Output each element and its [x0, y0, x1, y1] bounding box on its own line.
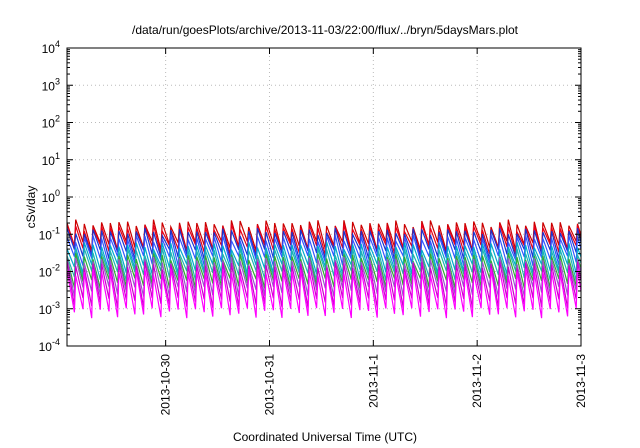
- x-tick-label: 2013-11-3: [574, 354, 588, 408]
- y-tick-label: 104: [42, 39, 60, 56]
- y-tick-base: 10: [42, 117, 56, 131]
- y-tick-exponent: -2: [52, 263, 60, 273]
- x-tick-label: 2013-11-1: [366, 354, 380, 408]
- y-tick-exponent: -1: [52, 225, 60, 235]
- y-tick-label: 103: [42, 76, 60, 93]
- y-tick-label: 102: [42, 114, 60, 131]
- x-axis-label: Coordinated Universal Time (UTC): [233, 430, 417, 444]
- y-tick-exponent: 3: [55, 76, 60, 86]
- x-tick-label: 2013-11-2: [470, 354, 484, 408]
- y-tick-base: 10: [39, 266, 53, 280]
- x-tick-label: 2013-10-30: [159, 354, 173, 416]
- y-tick-label: 10-2: [39, 263, 60, 280]
- y-tick-exponent: 0: [55, 188, 60, 198]
- y-tick-exponent: -4: [52, 337, 60, 347]
- series-line: [67, 223, 581, 255]
- y-tick-base: 10: [39, 228, 53, 242]
- y-axis-label: cSv/day: [24, 186, 38, 229]
- y-tick-base: 10: [42, 154, 56, 168]
- series-line: [67, 234, 581, 267]
- y-tick-label: 10-1: [39, 225, 60, 242]
- grid: [67, 48, 582, 346]
- y-tick-exponent: -3: [52, 300, 60, 310]
- y-axis-label-group: cSv/day: [24, 186, 38, 229]
- series-line: [67, 252, 581, 289]
- y-tick-base: 10: [39, 340, 53, 354]
- y-tick-base: 10: [42, 79, 56, 93]
- y-tick-base: 10: [42, 42, 56, 56]
- y-tick-exponent: 4: [55, 39, 60, 49]
- y-tick-label: 101: [42, 151, 60, 168]
- ticks: [67, 47, 582, 347]
- y-tick-label: 10-3: [39, 300, 60, 317]
- series-line: [67, 241, 581, 275]
- chart-title-group: /data/run/goesPlots/archive/2013-11-03/2…: [132, 23, 519, 37]
- series-layer: [67, 219, 581, 319]
- series-line: [67, 261, 581, 309]
- x-tick-labels: 2013-10-30 2013-10-31 2013-11-1 2013-11-2 20…: [159, 354, 588, 416]
- chart-title: /data/run/goesPlots/archive/2013-11-03/2…: [132, 23, 519, 37]
- y-tick-label: 10-4: [39, 337, 60, 354]
- series-line: [67, 267, 581, 319]
- y-tick-base: 10: [42, 191, 56, 205]
- y-tick-exponent: 2: [55, 114, 60, 124]
- y-tick-base: 10: [39, 303, 53, 317]
- series-line: [67, 256, 581, 297]
- y-tick-exponent: 1: [55, 151, 60, 161]
- series-line: [67, 227, 581, 260]
- series-line: [67, 247, 581, 282]
- series-line: [67, 219, 581, 252]
- x-tick-label: 2013-10-31: [262, 354, 276, 416]
- y-tick-label: 100: [42, 188, 60, 205]
